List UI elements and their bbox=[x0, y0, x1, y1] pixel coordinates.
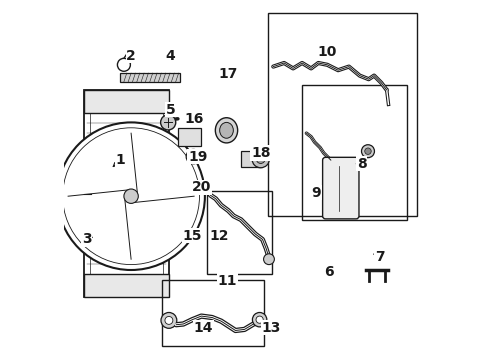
Circle shape bbox=[252, 312, 266, 327]
Text: 1: 1 bbox=[115, 153, 125, 167]
Text: 17: 17 bbox=[218, 67, 238, 81]
Text: 11: 11 bbox=[217, 274, 237, 288]
Circle shape bbox=[364, 148, 370, 154]
Text: 10: 10 bbox=[317, 45, 336, 59]
Bar bbox=[84, 90, 168, 113]
Text: 4: 4 bbox=[165, 49, 175, 63]
Circle shape bbox=[57, 122, 204, 270]
Text: 19: 19 bbox=[187, 150, 207, 163]
Text: 14: 14 bbox=[193, 321, 212, 334]
Text: 3: 3 bbox=[82, 233, 91, 246]
Text: 6: 6 bbox=[324, 265, 333, 279]
Bar bbox=[126, 50, 133, 54]
Circle shape bbox=[160, 115, 175, 130]
Bar bbox=[162, 280, 264, 346]
Bar bbox=[267, 13, 416, 216]
Text: 20: 20 bbox=[191, 180, 210, 194]
Circle shape bbox=[123, 189, 138, 203]
Text: 9: 9 bbox=[311, 186, 321, 199]
Text: 2: 2 bbox=[126, 49, 136, 63]
Bar bbox=[241, 151, 260, 167]
Circle shape bbox=[256, 316, 263, 323]
Circle shape bbox=[164, 316, 172, 324]
FancyBboxPatch shape bbox=[322, 157, 358, 219]
Bar bbox=[206, 191, 271, 274]
Text: 13: 13 bbox=[261, 321, 281, 334]
Circle shape bbox=[161, 312, 177, 328]
Text: 15: 15 bbox=[182, 229, 202, 243]
Circle shape bbox=[263, 254, 274, 265]
Ellipse shape bbox=[215, 118, 237, 143]
Ellipse shape bbox=[219, 122, 233, 138]
Bar bbox=[178, 128, 201, 146]
Bar bbox=[84, 90, 168, 297]
Text: 7: 7 bbox=[374, 251, 384, 264]
Text: 8: 8 bbox=[356, 157, 366, 171]
Bar bbox=[84, 274, 168, 297]
Text: 16: 16 bbox=[184, 112, 203, 126]
Bar bbox=[302, 85, 406, 220]
Circle shape bbox=[251, 150, 269, 168]
Circle shape bbox=[186, 149, 200, 164]
Text: 5: 5 bbox=[165, 103, 175, 117]
Bar bbox=[120, 73, 179, 82]
Text: 12: 12 bbox=[209, 229, 228, 243]
Text: 18: 18 bbox=[250, 146, 270, 160]
Circle shape bbox=[189, 153, 197, 161]
Circle shape bbox=[361, 145, 374, 158]
Circle shape bbox=[256, 155, 264, 163]
